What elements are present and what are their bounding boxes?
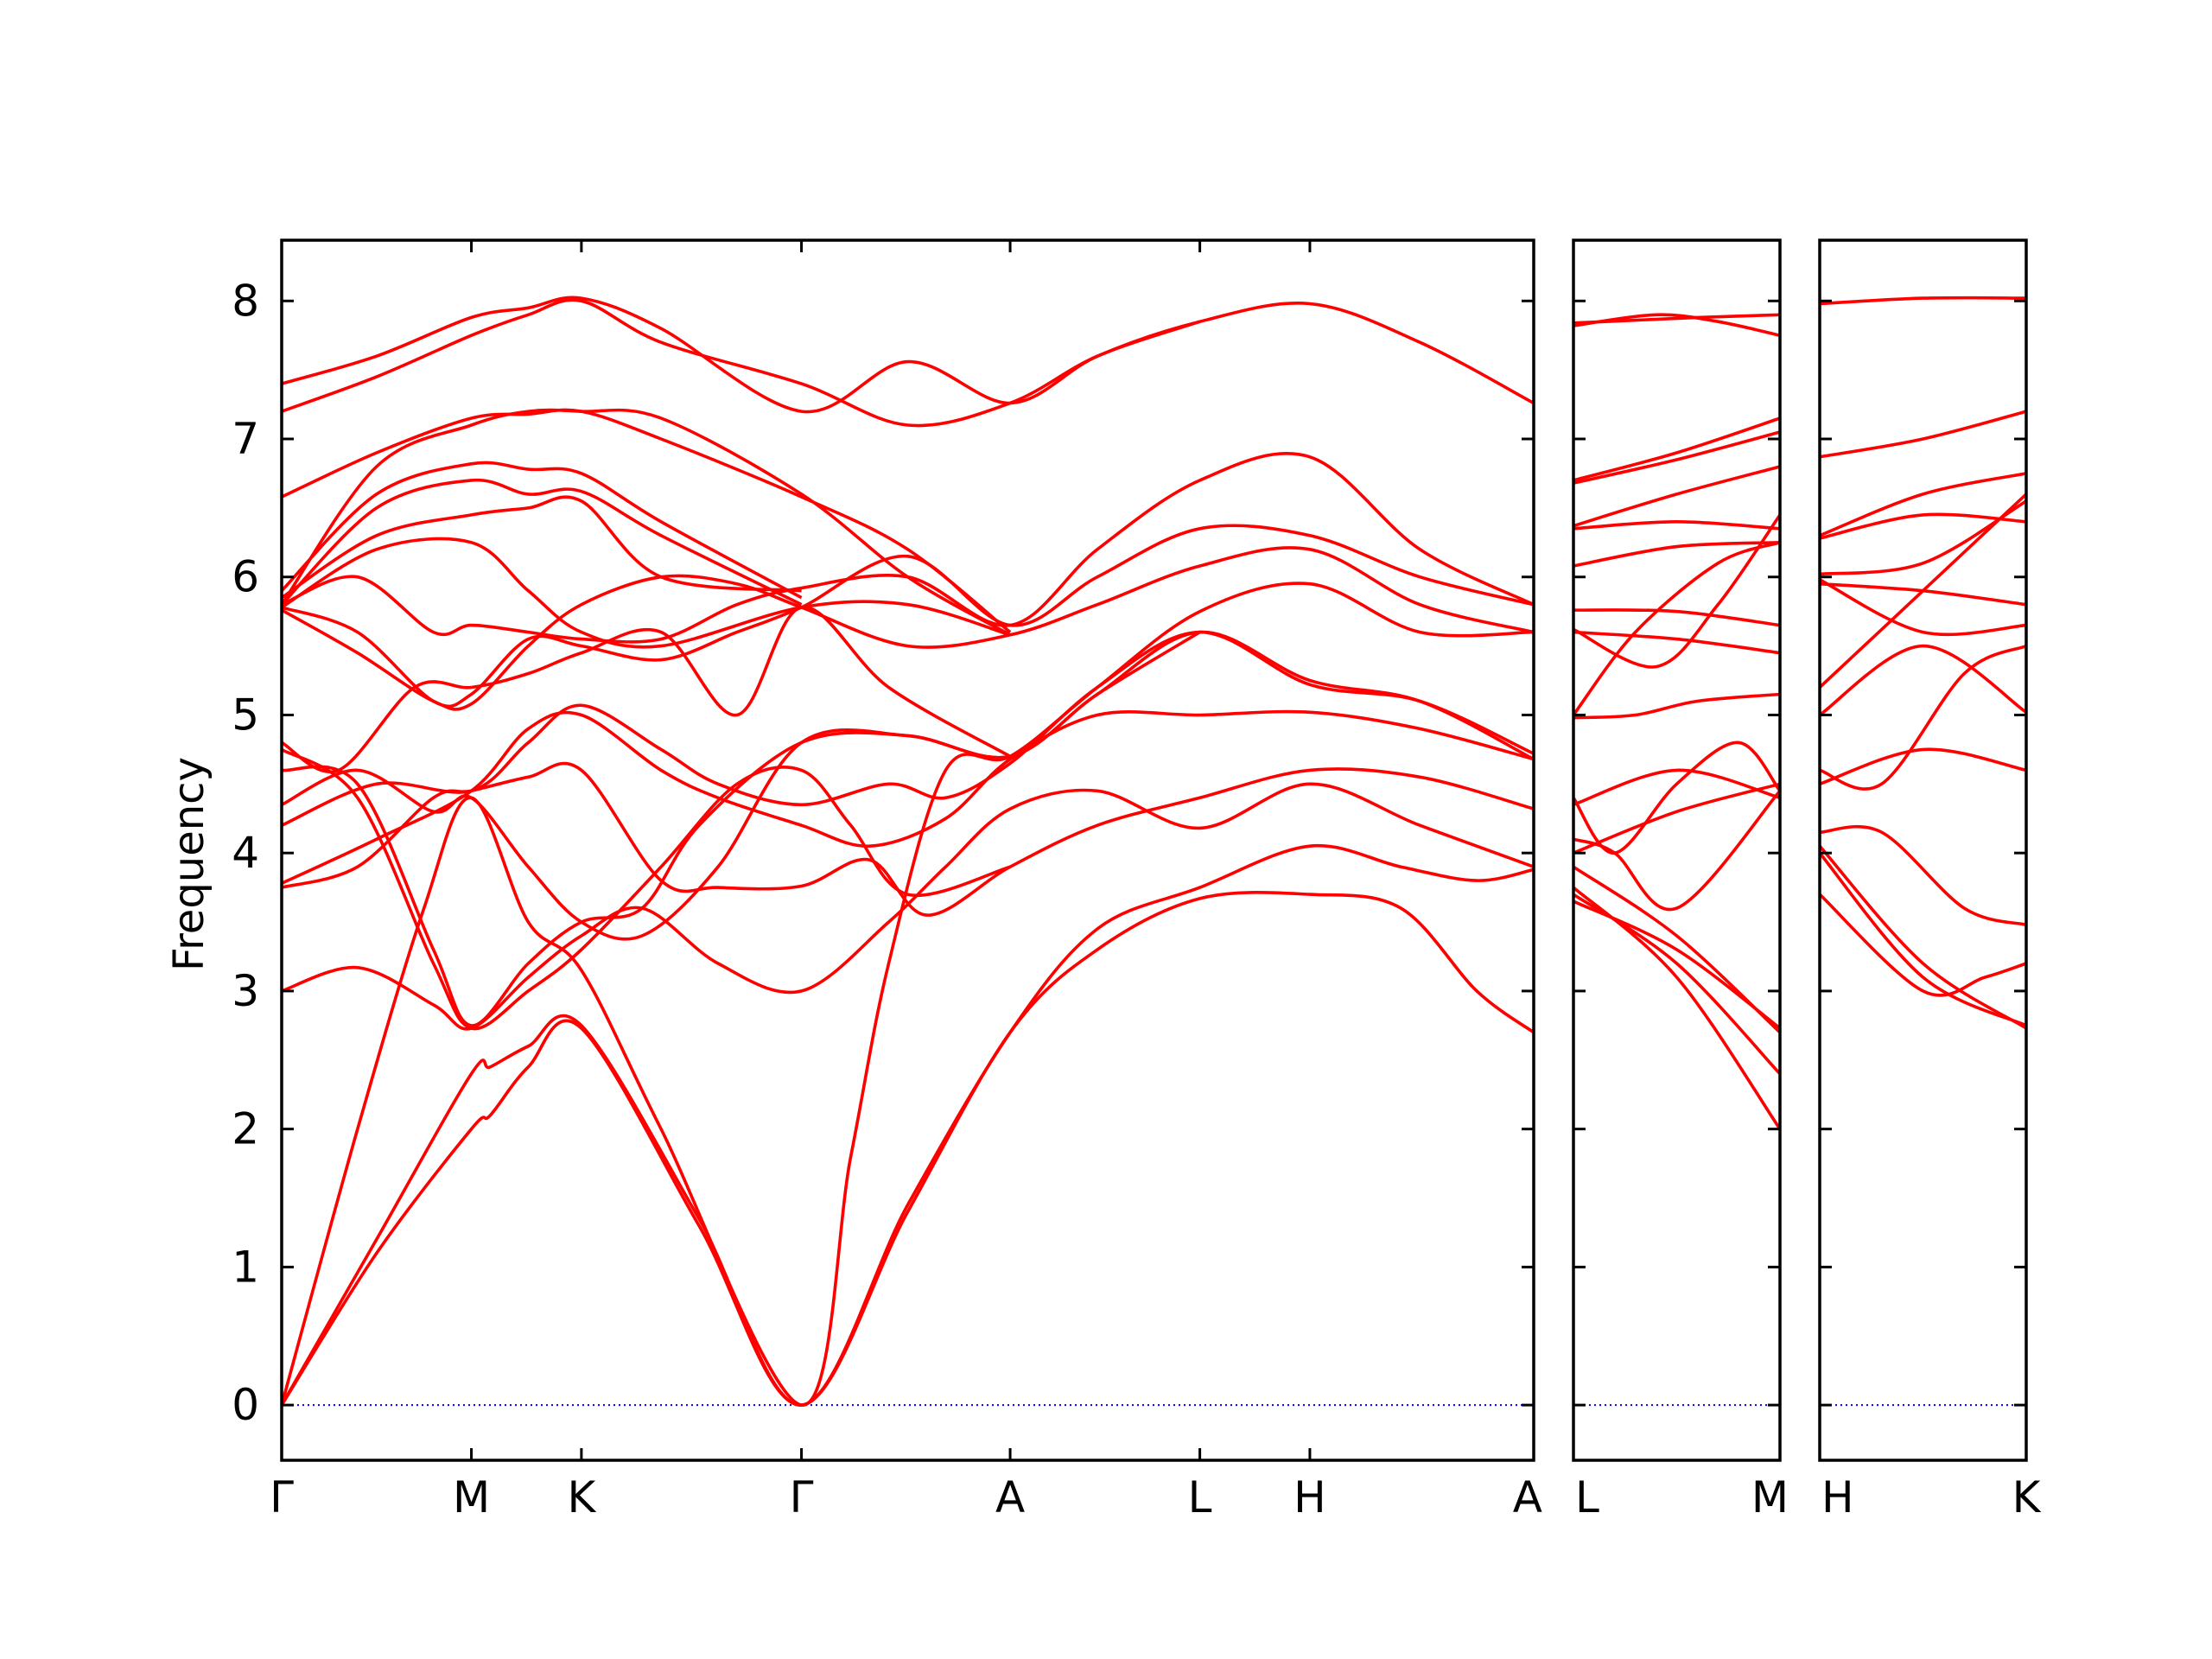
band-2-5 — [1573, 465, 1781, 528]
y-tick-label: 4 — [232, 828, 259, 878]
band-3-13 — [1818, 845, 2027, 1030]
band-2-8 — [1573, 608, 1781, 627]
band-2-3 — [1573, 416, 1781, 482]
x-tick-label-K: K — [2012, 1472, 2042, 1522]
band-1-3 — [280, 582, 1535, 1407]
band-2-4 — [1573, 430, 1781, 485]
band-3-15 — [1818, 852, 2027, 1027]
band-1-9 — [281, 631, 1201, 1027]
band-1-10 — [281, 747, 1011, 1031]
band-2-7 — [1573, 541, 1781, 568]
x-tick-label-L: L — [1188, 1472, 1212, 1522]
band-2-18 — [1572, 886, 1782, 1130]
band-1-17 — [280, 478, 803, 607]
band-3-1 — [1819, 296, 2027, 306]
y-axis-tick-labels: 0 1 2 3 4 5 6 7 8 — [232, 276, 259, 1430]
band-1-6 — [281, 709, 1535, 885]
x-tick-label-A: A — [995, 1472, 1025, 1522]
band-3-12 — [1819, 824, 2027, 927]
band-2-16 — [1573, 782, 1781, 855]
x-tick-label-H: H — [1294, 1472, 1326, 1522]
band-3-8 — [1818, 493, 2028, 689]
band-1-1 — [280, 891, 1535, 1407]
band-3-9 — [1818, 644, 2027, 716]
x-tick-label-Γ: Γ — [790, 1472, 814, 1522]
y-tick-label: 1 — [232, 1242, 259, 1292]
y-tick-label: 3 — [232, 966, 259, 1016]
band-1-19 — [281, 408, 1012, 634]
band-1-21 — [281, 298, 1535, 428]
band-3-5 — [1819, 499, 2027, 576]
band-2-15 — [1573, 790, 1782, 912]
x-tick-label-L: L — [1575, 1472, 1599, 1522]
band-3-14 — [1818, 893, 2027, 997]
band-1-18 — [280, 461, 803, 600]
y-tick-label: 8 — [232, 276, 259, 326]
band-2-17 — [1573, 893, 1782, 1076]
panel-frame — [1572, 238, 1782, 1462]
band-1-12 — [281, 546, 1535, 711]
band-2-14 — [1573, 768, 1781, 807]
band-1-14 — [281, 452, 1535, 644]
band-1-13 — [281, 524, 1535, 709]
y-axis-label: Frequency — [165, 757, 213, 971]
band-3-3 — [1819, 472, 2027, 537]
band-2-13 — [1572, 741, 1782, 855]
band-2-2 — [1573, 313, 1781, 337]
band-3-2 — [1819, 410, 2027, 459]
band-2-12 — [1573, 692, 1781, 720]
band-2-20 — [1573, 865, 1782, 1034]
panel-frame — [1818, 238, 2028, 1462]
y-tick-label: 6 — [232, 552, 259, 602]
x-tick-label-K: K — [567, 1472, 596, 1522]
band-2-11 — [1572, 541, 1781, 716]
band-3-11 — [1819, 747, 2027, 786]
x-tick-label-M: M — [453, 1472, 490, 1522]
band-1-7 — [281, 630, 1535, 827]
band-1-15 — [281, 537, 1011, 649]
band-1-22 — [281, 296, 1201, 414]
x-tick-label-A: A — [1513, 1472, 1542, 1522]
band-1-11 — [281, 606, 1011, 774]
band-2-6 — [1573, 520, 1781, 531]
panel-frame — [280, 238, 1535, 1462]
band-1-4 — [281, 782, 1535, 1031]
band-1-16 — [281, 495, 802, 600]
band-2-10 — [1573, 630, 1781, 655]
band-1-20 — [280, 408, 1011, 637]
band-1-2 — [280, 843, 1535, 1407]
band-3-6 — [1819, 578, 2027, 637]
y-tick-label: 5 — [232, 690, 259, 740]
x-tick-label-Γ: Γ — [270, 1472, 294, 1522]
band-2-9 — [1573, 513, 1782, 669]
band-3-4 — [1819, 512, 2027, 540]
y-tick-label: 2 — [232, 1104, 259, 1154]
x-tick-label-M: M — [1751, 1472, 1789, 1522]
y-tick-label: 0 — [232, 1380, 259, 1430]
y-tick-label: 7 — [232, 414, 259, 464]
x-tick-label-H: H — [1821, 1472, 1854, 1522]
band-3-10 — [1819, 644, 2027, 791]
band-3-7 — [1819, 582, 2027, 607]
